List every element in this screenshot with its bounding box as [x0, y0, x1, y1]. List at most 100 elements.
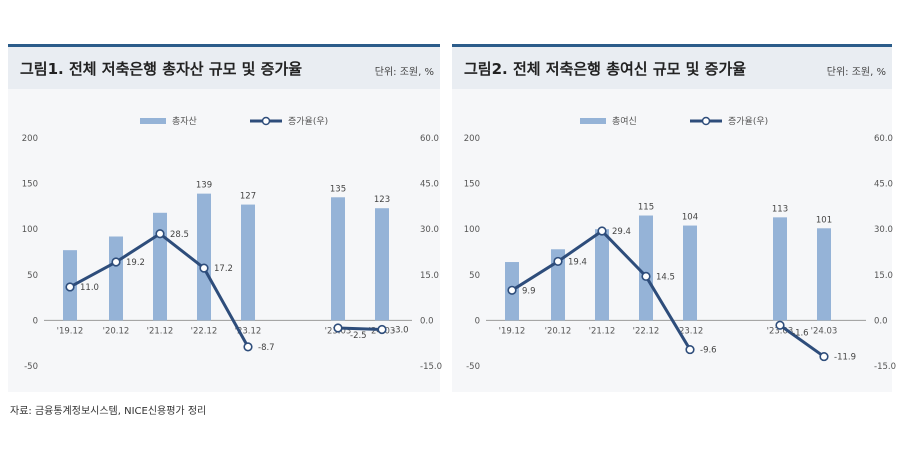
- y-right-tick-label: 15.0: [874, 271, 893, 281]
- bar-value-label: 127: [240, 192, 256, 202]
- y-right-tick-label: 0.0: [874, 316, 888, 326]
- y-left-tick-label: -50: [24, 362, 38, 372]
- x-tick-label: '22.12: [633, 326, 660, 336]
- bar: [595, 229, 609, 321]
- growth-point: [199, 263, 209, 273]
- bar: [817, 228, 831, 321]
- growth-value-label: 9.9: [522, 286, 536, 296]
- growth-value-label: -2.5: [350, 331, 367, 341]
- legend-label-line: 증가율(우): [288, 116, 328, 127]
- bar-value-label: 135: [330, 184, 346, 194]
- y-right-tick-label: 60.0: [874, 134, 893, 144]
- x-tick-label: '19.12: [57, 326, 84, 336]
- chart-panel-total-loans: 그림2. 전체 저축은행 총여신 규모 및 증가율 단위: 조원, % 총여신 증…: [452, 44, 896, 392]
- bar: [375, 208, 389, 321]
- legend-marker-line: [701, 116, 711, 126]
- y-left-tick-label: 200: [22, 134, 38, 144]
- panel-header: 그림2. 전체 저축은행 총여신 규모 및 증가율 단위: 조원, %: [452, 47, 892, 89]
- x-tick-label: '23.12: [235, 326, 262, 336]
- header-rule: [452, 44, 892, 47]
- y-left-tick-label: 0: [475, 316, 480, 326]
- y-right-tick-label: 30.0: [420, 225, 439, 235]
- source-note: 자료: 금융통계정보시스템, NICE신용평가 정리: [10, 406, 207, 417]
- legend-label-line: 증가율(우): [728, 116, 768, 127]
- growth-value-label: -3.0: [392, 326, 409, 336]
- growth-point: [553, 256, 563, 267]
- growth-point: [377, 324, 387, 335]
- growth-line: [779, 324, 825, 358]
- y-right-tick-label: 0.0: [420, 316, 434, 326]
- y-right-tick-label: 45.0: [874, 180, 893, 190]
- y-left-tick-label: 150: [22, 180, 38, 190]
- bar-value-label: 139: [196, 181, 212, 191]
- y-right-tick-label: -15.0: [874, 362, 896, 372]
- x-tick-label: '20.12: [103, 326, 130, 336]
- unit-label: 단위: 조원, %: [374, 67, 434, 78]
- growth-value-label: 19.4: [568, 257, 587, 267]
- growth-value-label: -11.9: [834, 353, 856, 363]
- growth-point: [641, 271, 651, 281]
- bar: [109, 236, 123, 321]
- legend-label-bar: 총여신: [612, 115, 637, 127]
- bar-value-label: 113: [772, 204, 788, 214]
- y-left-tick-label: 100: [22, 225, 38, 235]
- x-tick-label: '23.12: [677, 326, 704, 336]
- growth-point: [155, 229, 165, 239]
- growth-point: [597, 226, 607, 236]
- growth-value-label: -9.6: [700, 346, 717, 356]
- legend-label-bar: 총자산: [172, 116, 197, 127]
- growth-point: [333, 323, 343, 333]
- bar-value-label: 104: [682, 213, 698, 223]
- y-right-tick-label: 60.0: [420, 134, 439, 144]
- growth-value-label: 14.5: [656, 272, 675, 282]
- total-loans-chart: 총여신 증가율(우) 200 150 100 50 0 -50 60.0 45.0 30.0 15.0…: [464, 115, 896, 372]
- growth-point: [819, 351, 829, 362]
- y-left-tick-label: -50: [466, 362, 480, 372]
- y-left-tick-label: 100: [464, 225, 480, 235]
- y-right-tick-label: -15.0: [420, 362, 442, 372]
- bar: [331, 197, 345, 321]
- y-left-tick-label: 50: [27, 271, 38, 281]
- growth-point: [507, 285, 517, 295]
- growth-value-label: -8.7: [258, 343, 275, 353]
- growth-value-label: 17.2: [214, 264, 233, 274]
- x-tick-label: '21.12: [589, 326, 616, 336]
- bar: [197, 193, 211, 321]
- panel-title: 그림1. 전체 저축은행 총자산 규모 및 증가율: [20, 60, 303, 78]
- growth-value-label: 11.0: [80, 283, 99, 293]
- y-right-tick-label: 30.0: [874, 225, 893, 235]
- x-tick-label: '24.03: [811, 326, 838, 336]
- total-assets-chart: 총자산 증가율(우) 200 150 100 50 0 -50 60.0 45.0 30.0 15.0…: [22, 116, 442, 372]
- x-tick-label: '19.12: [499, 326, 526, 336]
- growth-point: [685, 344, 695, 355]
- bar: [551, 249, 565, 321]
- legend-swatch-bar: [580, 118, 606, 124]
- chart-area: 총여신 증가율(우) 200 150 100 50 0 -50 60.0 45.0 30.0 15.0…: [452, 89, 896, 392]
- x-tick-label: '20.12: [545, 326, 572, 336]
- chart-area: 총자산 증가율(우) 200 150 100 50 0 -50 60.0 45.0 30.0 15.0…: [8, 89, 442, 392]
- bar: [639, 215, 653, 321]
- bar: [153, 212, 167, 321]
- chart-panel-total-assets: 그림1. 전체 저축은행 총자산 규모 및 증가율 단위: 조원, % 총자산 증…: [8, 44, 442, 392]
- bar: [683, 225, 697, 321]
- bar-value-label: 123: [374, 195, 390, 205]
- x-tick-label: '23.03: [767, 326, 794, 336]
- y-right-tick-label: 45.0: [420, 180, 439, 190]
- legend-swatch-bar: [140, 118, 166, 124]
- y-left-tick-label: 200: [464, 134, 480, 144]
- y-left-tick-label: 50: [469, 271, 480, 281]
- growth-point: [65, 282, 75, 292]
- panel-header: 그림1. 전체 저축은행 총자산 규모 및 증가율 단위: 조원, %: [8, 47, 440, 89]
- bar: [241, 204, 255, 321]
- growth-value-label: 29.4: [612, 227, 631, 237]
- growth-value-label: -1.6: [792, 328, 809, 338]
- y-right-tick-label: 15.0: [420, 271, 439, 281]
- growth-point: [243, 342, 253, 352]
- unit-label: 단위: 조원, %: [826, 67, 886, 78]
- x-tick-label: '22.12: [191, 326, 218, 336]
- x-tick-label: '21.12: [147, 326, 174, 336]
- header-rule: [8, 44, 440, 47]
- growth-value-label: 28.5: [170, 230, 189, 240]
- growth-point: [111, 257, 121, 267]
- y-left-tick-label: 0: [33, 316, 38, 326]
